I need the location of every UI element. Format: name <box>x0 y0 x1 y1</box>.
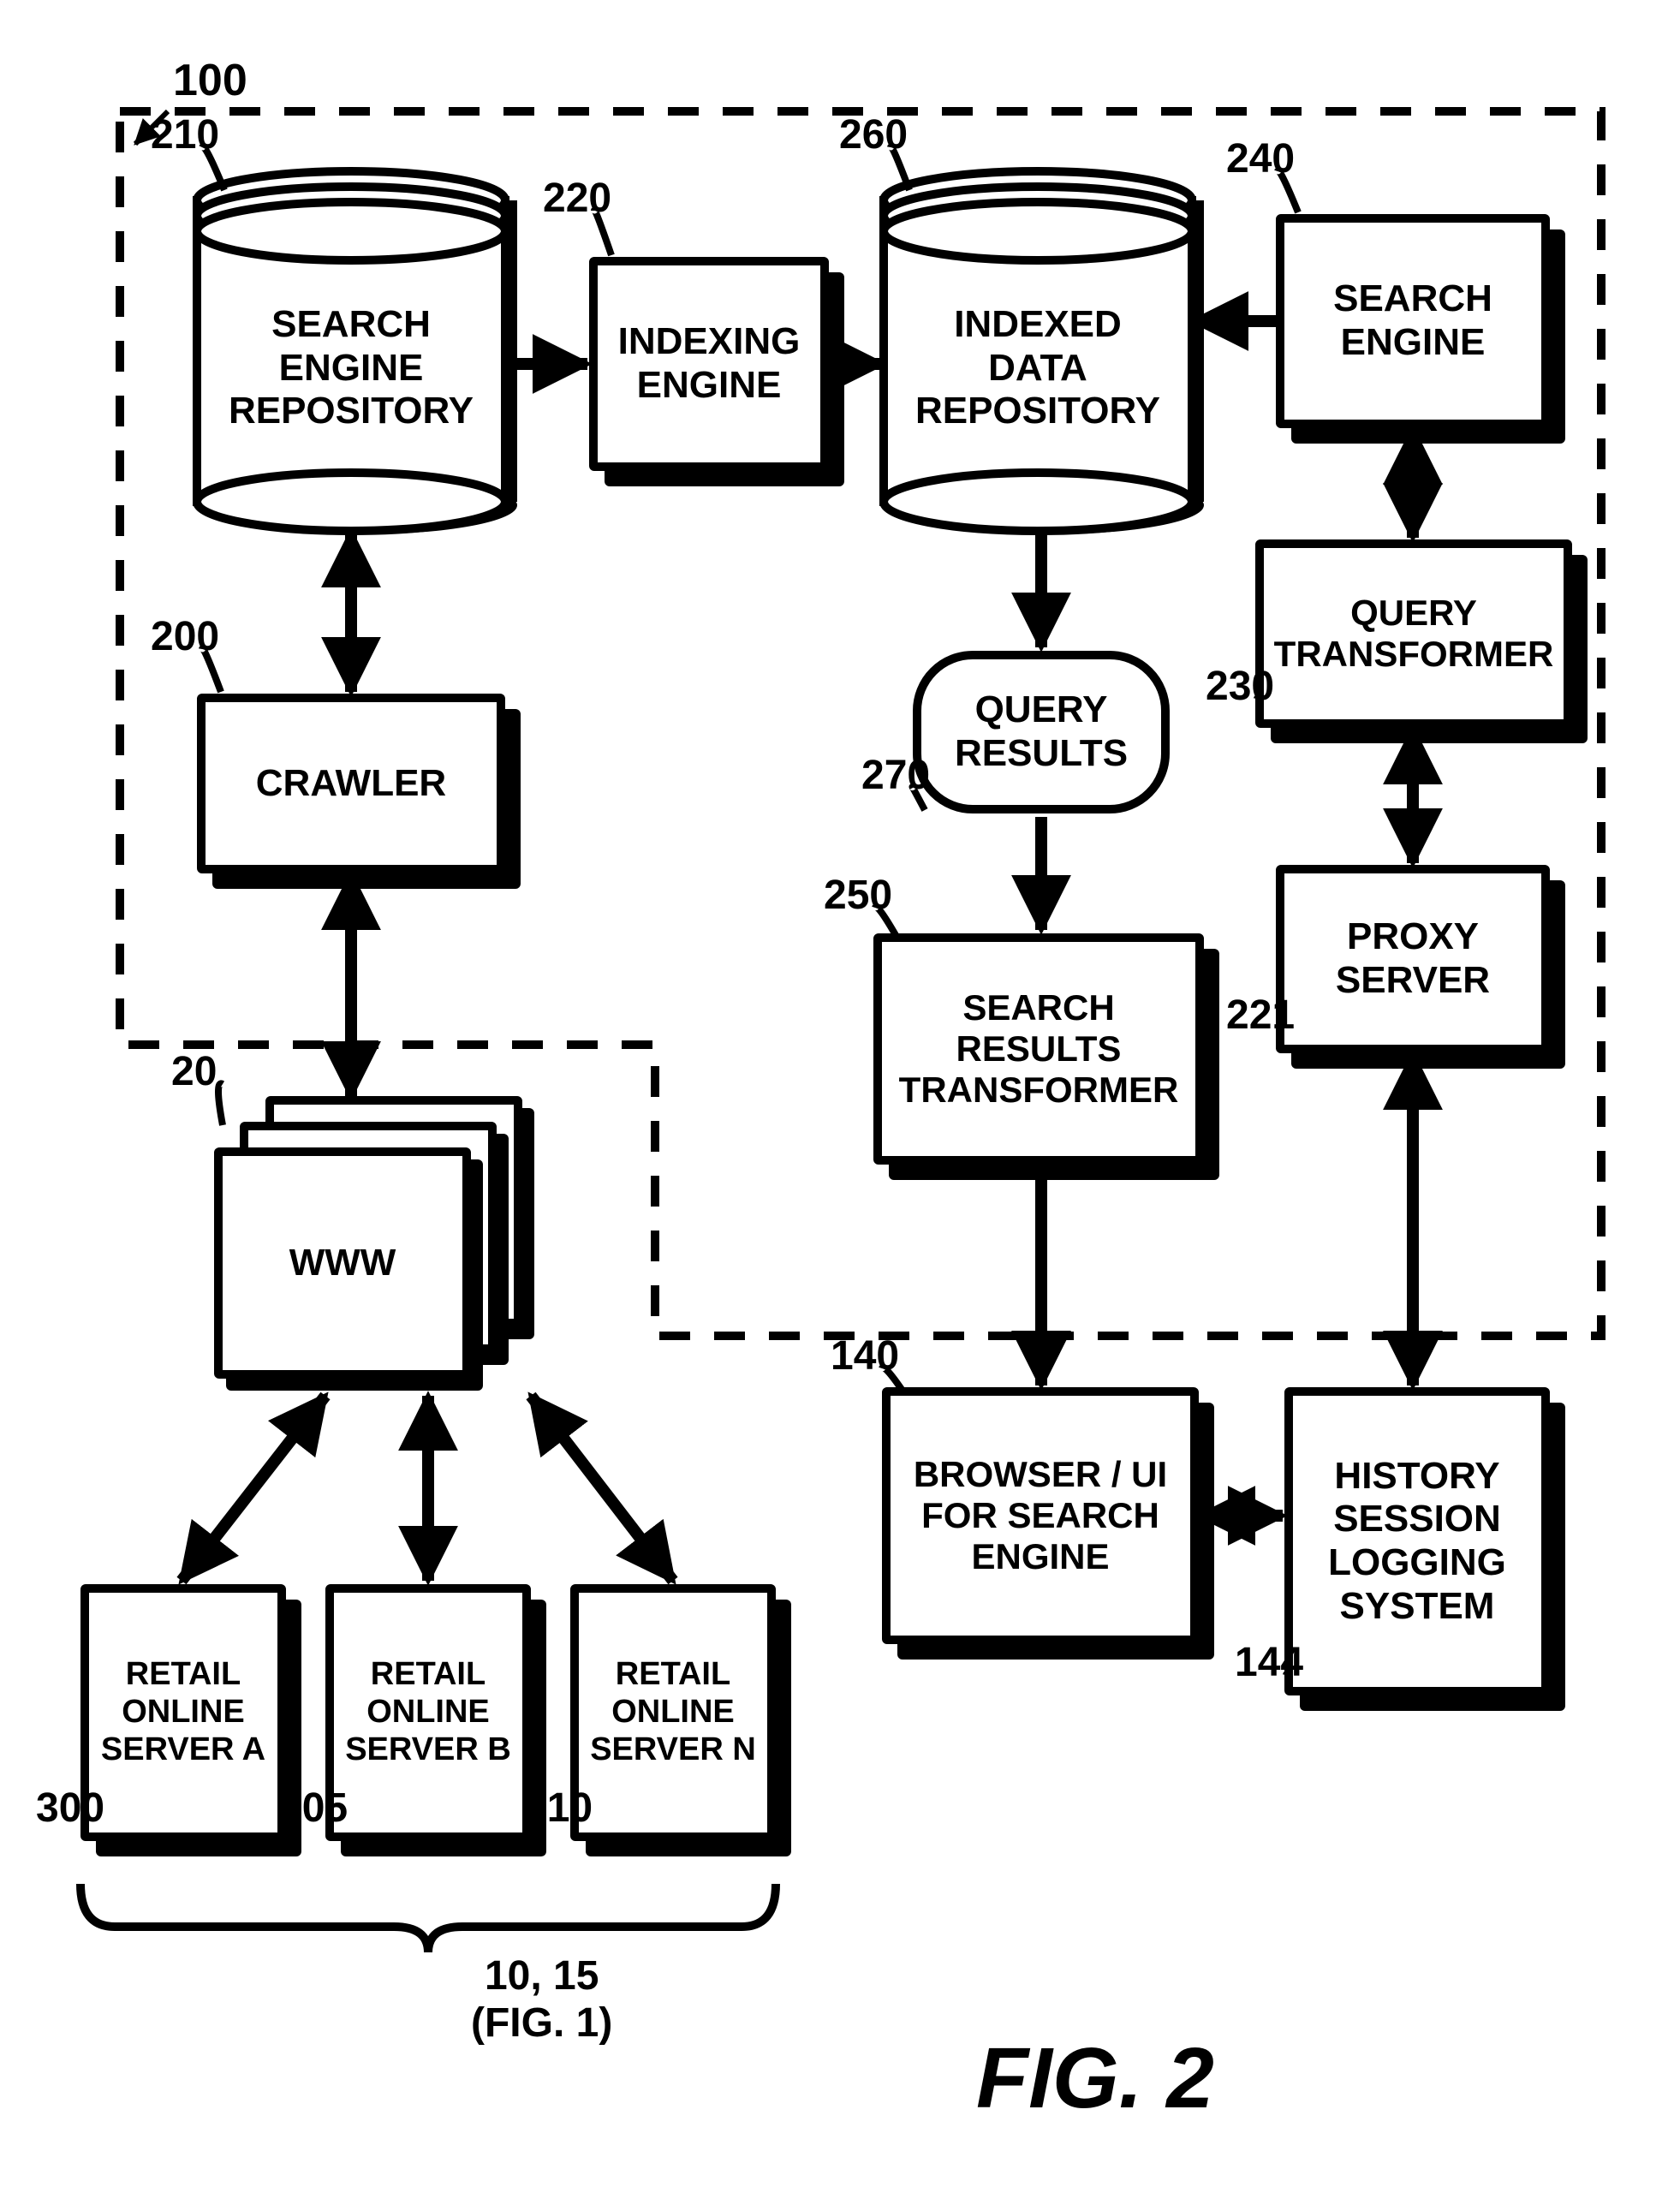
ref-240: 240 <box>1226 135 1295 182</box>
ref-270: 270 <box>861 752 930 799</box>
node-retail_b: RETAILONLINESERVER B <box>325 1584 531 1841</box>
brace-label: 10, 15(FIG. 1) <box>471 1952 612 2047</box>
system-ref-100: 100 <box>173 55 247 106</box>
ref-200: 200 <box>151 613 219 660</box>
ref-20: 20 <box>171 1048 217 1095</box>
ref-210: 210 <box>151 111 219 158</box>
node-www: WWW <box>214 1096 522 1379</box>
ref-221: 221 <box>1226 992 1295 1039</box>
node-query_results: QUERYRESULTS <box>913 651 1170 813</box>
figure-label: FIG. 2 <box>976 2029 1214 2128</box>
ref-310: 310 <box>524 1785 593 1832</box>
node-proxy_server: PROXYSERVER <box>1276 865 1550 1053</box>
node-indexed_repo-label: INDEXEDDATAREPOSITORY <box>884 240 1192 497</box>
node-query_transformer: QUERYTRANSFORMER <box>1255 539 1572 728</box>
diagram-canvas: FIG. 2 100 SEARCHENGINEREPOSITORY 210 INDEX… <box>0 0 1680 2187</box>
ref-250: 250 <box>824 872 892 919</box>
node-browser_ui: BROWSER / UIFOR SEARCHENGINE <box>882 1387 1199 1644</box>
ref-300: 300 <box>36 1785 104 1832</box>
node-retail_n: RETAILONLINESERVER N <box>570 1584 776 1841</box>
node-indexing_engine: INDEXINGENGINE <box>589 257 829 471</box>
node-search_results_transformer: SEARCHRESULTSTRANSFORMER <box>873 933 1204 1165</box>
node-history_system: HISTORYSESSIONLOGGINGSYSTEM <box>1284 1387 1550 1695</box>
ref-260: 260 <box>839 111 908 158</box>
node-search_engine: SEARCHENGINE <box>1276 214 1550 428</box>
node-retail_a: RETAILONLINESERVER A <box>80 1584 286 1841</box>
ref-230: 230 <box>1206 663 1274 710</box>
ref-220: 220 <box>543 175 611 222</box>
node-crawler: CRAWLER <box>197 694 505 873</box>
ref-140: 140 <box>831 1332 899 1380</box>
node-search_repo-label: SEARCHENGINEREPOSITORY <box>197 240 505 497</box>
ref-305: 305 <box>279 1785 348 1832</box>
ref-144: 144 <box>1235 1639 1303 1686</box>
